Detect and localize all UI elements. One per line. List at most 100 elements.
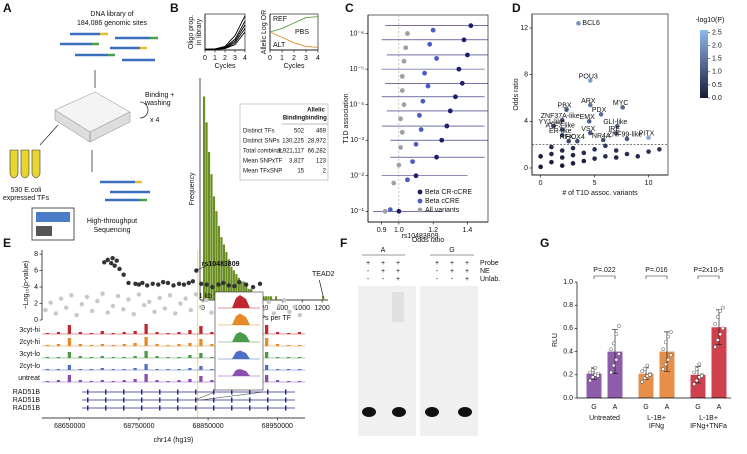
histogram-bar — [269, 296, 273, 300]
lane-label: A — [381, 247, 386, 254]
point — [559, 155, 565, 160]
gene-exon — [87, 397, 89, 403]
track-bar — [45, 381, 50, 382]
x-axis-label: # of T1D assoc. variants — [562, 190, 638, 197]
gene-label: RAD51B — [13, 389, 41, 396]
annotation: TEAD2 — [312, 271, 335, 278]
track-bar — [111, 369, 115, 370]
data-point — [614, 357, 619, 362]
point — [538, 154, 543, 159]
histogram-bar — [225, 251, 228, 300]
lane-label: G — [449, 247, 454, 254]
x-tick-label: 1.4 — [463, 227, 473, 234]
point — [559, 117, 565, 123]
point — [157, 295, 162, 300]
point — [126, 280, 131, 286]
point — [592, 156, 597, 161]
track-bar — [144, 337, 148, 346]
x-tick-label: 68850000 — [193, 423, 224, 430]
gel-mark: + — [450, 260, 454, 267]
x-tick-label: 4 — [316, 55, 320, 62]
point — [198, 304, 204, 310]
track-bar — [177, 344, 181, 346]
point — [399, 88, 405, 93]
histogram-bar — [274, 296, 278, 300]
y-axis-label: T1D association — [343, 93, 350, 143]
point-label: MYC — [613, 100, 629, 107]
inset-peak — [220, 295, 258, 308]
table-header: Allelic — [307, 108, 325, 114]
gel-mark: + — [450, 268, 454, 275]
point — [549, 151, 554, 157]
point-label: HOX4 — [566, 134, 585, 141]
data-point — [715, 338, 720, 342]
point — [600, 137, 606, 143]
colorbar-label: -log10(P) — [696, 17, 725, 24]
x-axis-label: Cycles — [214, 63, 236, 70]
table-cell: 28,972 — [308, 139, 327, 145]
track-bar — [297, 369, 302, 370]
line — [205, 31, 246, 50]
table-cell: Mean SNPxTF — [243, 159, 283, 165]
track-bar — [275, 332, 280, 334]
track-bar — [155, 380, 159, 382]
point — [147, 299, 152, 305]
point — [162, 306, 168, 311]
track-bar — [188, 368, 192, 370]
point-label: PITX — [639, 131, 655, 138]
p-value-label: P=2x10-5 — [693, 267, 723, 274]
point — [114, 258, 119, 263]
gene-exon — [159, 397, 161, 403]
point — [136, 282, 142, 287]
track-bar — [265, 338, 269, 346]
schematic: DNA library of 184,086 genomic sites Bin… — [3, 11, 174, 241]
inset-peak — [220, 350, 258, 359]
x-tick-label: 3 — [304, 55, 308, 62]
track-bar — [265, 352, 269, 358]
track-bar — [100, 368, 104, 370]
point — [140, 280, 145, 286]
point-label: NR4A — [592, 133, 611, 140]
point — [425, 83, 431, 89]
bar — [711, 327, 727, 398]
point — [150, 281, 155, 286]
y-tick-label: 10⁻⁵ — [350, 66, 364, 73]
track-bar — [144, 324, 148, 334]
track-bar — [144, 351, 148, 358]
point — [121, 307, 126, 312]
point — [456, 66, 462, 72]
x-tick-label: G — [695, 404, 700, 411]
point — [176, 281, 182, 286]
point-label: BCL6 — [582, 20, 600, 27]
point — [418, 127, 424, 132]
point — [613, 130, 619, 136]
track-bar — [67, 375, 72, 382]
track-bar — [210, 369, 214, 370]
data-point — [697, 362, 702, 367]
point — [48, 300, 53, 305]
point — [167, 293, 173, 298]
point — [396, 208, 402, 214]
point — [209, 310, 214, 315]
point — [173, 311, 178, 316]
legend-swatch — [417, 189, 423, 195]
track-bar — [155, 369, 159, 370]
point — [613, 148, 619, 153]
track-bar — [100, 356, 104, 358]
point — [401, 102, 407, 108]
point — [427, 41, 433, 47]
point — [102, 260, 107, 265]
colorbar — [700, 30, 708, 98]
point — [401, 58, 407, 64]
data-point — [593, 366, 598, 370]
track-bar — [177, 357, 181, 358]
point — [635, 154, 641, 159]
y-axis-label: Oligo prop. — [188, 15, 195, 49]
colorbar-tick-label: 2.5 — [712, 29, 722, 36]
x-tick-label: 3 — [233, 55, 237, 62]
point — [434, 154, 439, 160]
legend-swatch — [417, 198, 423, 204]
point — [624, 151, 630, 157]
panel-label: G — [540, 236, 549, 250]
colorbar-tick-label: 1.5 — [712, 56, 722, 63]
